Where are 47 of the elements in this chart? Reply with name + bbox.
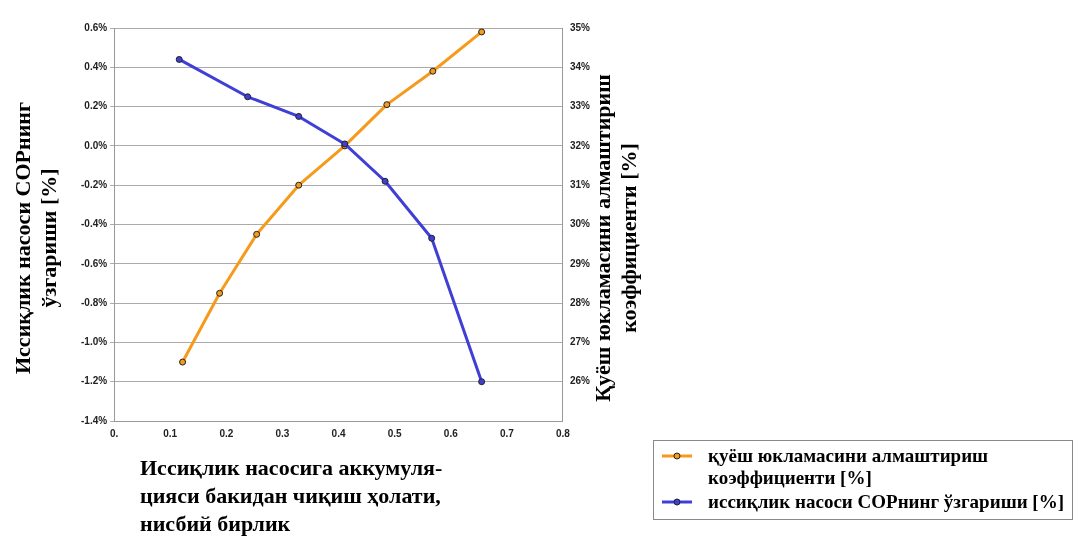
x-tick-label: 0.2	[219, 427, 234, 439]
x-tick-label: 0.	[109, 427, 119, 439]
point	[253, 230, 261, 238]
y2-tick-label: 30%	[569, 218, 591, 230]
point	[478, 378, 486, 386]
x-tick-label: 0.1	[163, 427, 178, 439]
y-tick-label: 0.2%	[84, 100, 108, 112]
point	[295, 181, 303, 189]
x-axis-title: Иссиқлик насосига аккумуля- цияси бакидан чиқиш ҳолати, нисбий бирлик	[140, 454, 443, 538]
y2-tick-label: 32%	[569, 139, 591, 151]
x-tick-label: 0.4	[331, 427, 346, 439]
y-tick-label: -0.2%	[81, 178, 108, 190]
point	[216, 289, 224, 297]
y2-tick-label: 35%	[569, 21, 591, 33]
y2-tick-label: 28%	[569, 296, 591, 308]
point	[175, 55, 183, 63]
y2-tick-label: 31%	[569, 178, 591, 190]
point	[381, 177, 389, 185]
y2-tick-label: 27%	[569, 336, 591, 348]
y-tick-label: 0.6%	[84, 21, 108, 33]
point	[429, 67, 437, 75]
point	[179, 358, 187, 366]
y-tick-label: -0.6%	[81, 257, 108, 269]
y-tick-label: -0.4%	[81, 218, 108, 230]
x-tick-label: 0.5	[387, 427, 403, 439]
y-tick-label: -0.8%	[81, 296, 108, 308]
y-tick-label: 0.0%	[84, 139, 108, 151]
y2-tick-label: 34%	[569, 61, 591, 73]
y2-tick-label: 29%	[569, 257, 591, 269]
y-axis-title: Иссиқлик насоси COPнинг ўзгариши [%]	[10, 101, 62, 376]
x-tick-label: 0.6	[443, 427, 459, 439]
point	[383, 101, 391, 109]
y2-axis-title: Қуёш юкламасини алмаштириш коэффициенти [%]	[590, 73, 642, 404]
y-tick-label: -1.2%	[81, 375, 108, 387]
legend-label: иссиқлик насоси COPнинг ўзгариши [%]	[708, 491, 1065, 513]
y2-tick-label: 33%	[569, 100, 591, 112]
point	[428, 234, 436, 242]
x-tick-label: 0.3	[275, 427, 290, 439]
y2-tick-label: 26%	[569, 375, 591, 387]
x-tick-label: 0.7	[499, 427, 515, 439]
y-tick-label: -1.0%	[81, 336, 108, 348]
y-tick-label: -1.4%	[81, 414, 108, 426]
y-tick-label: 0.4%	[84, 61, 108, 73]
point	[295, 112, 303, 120]
x-tick-label: 0.8	[556, 427, 571, 439]
point	[244, 93, 252, 101]
point	[478, 28, 486, 36]
